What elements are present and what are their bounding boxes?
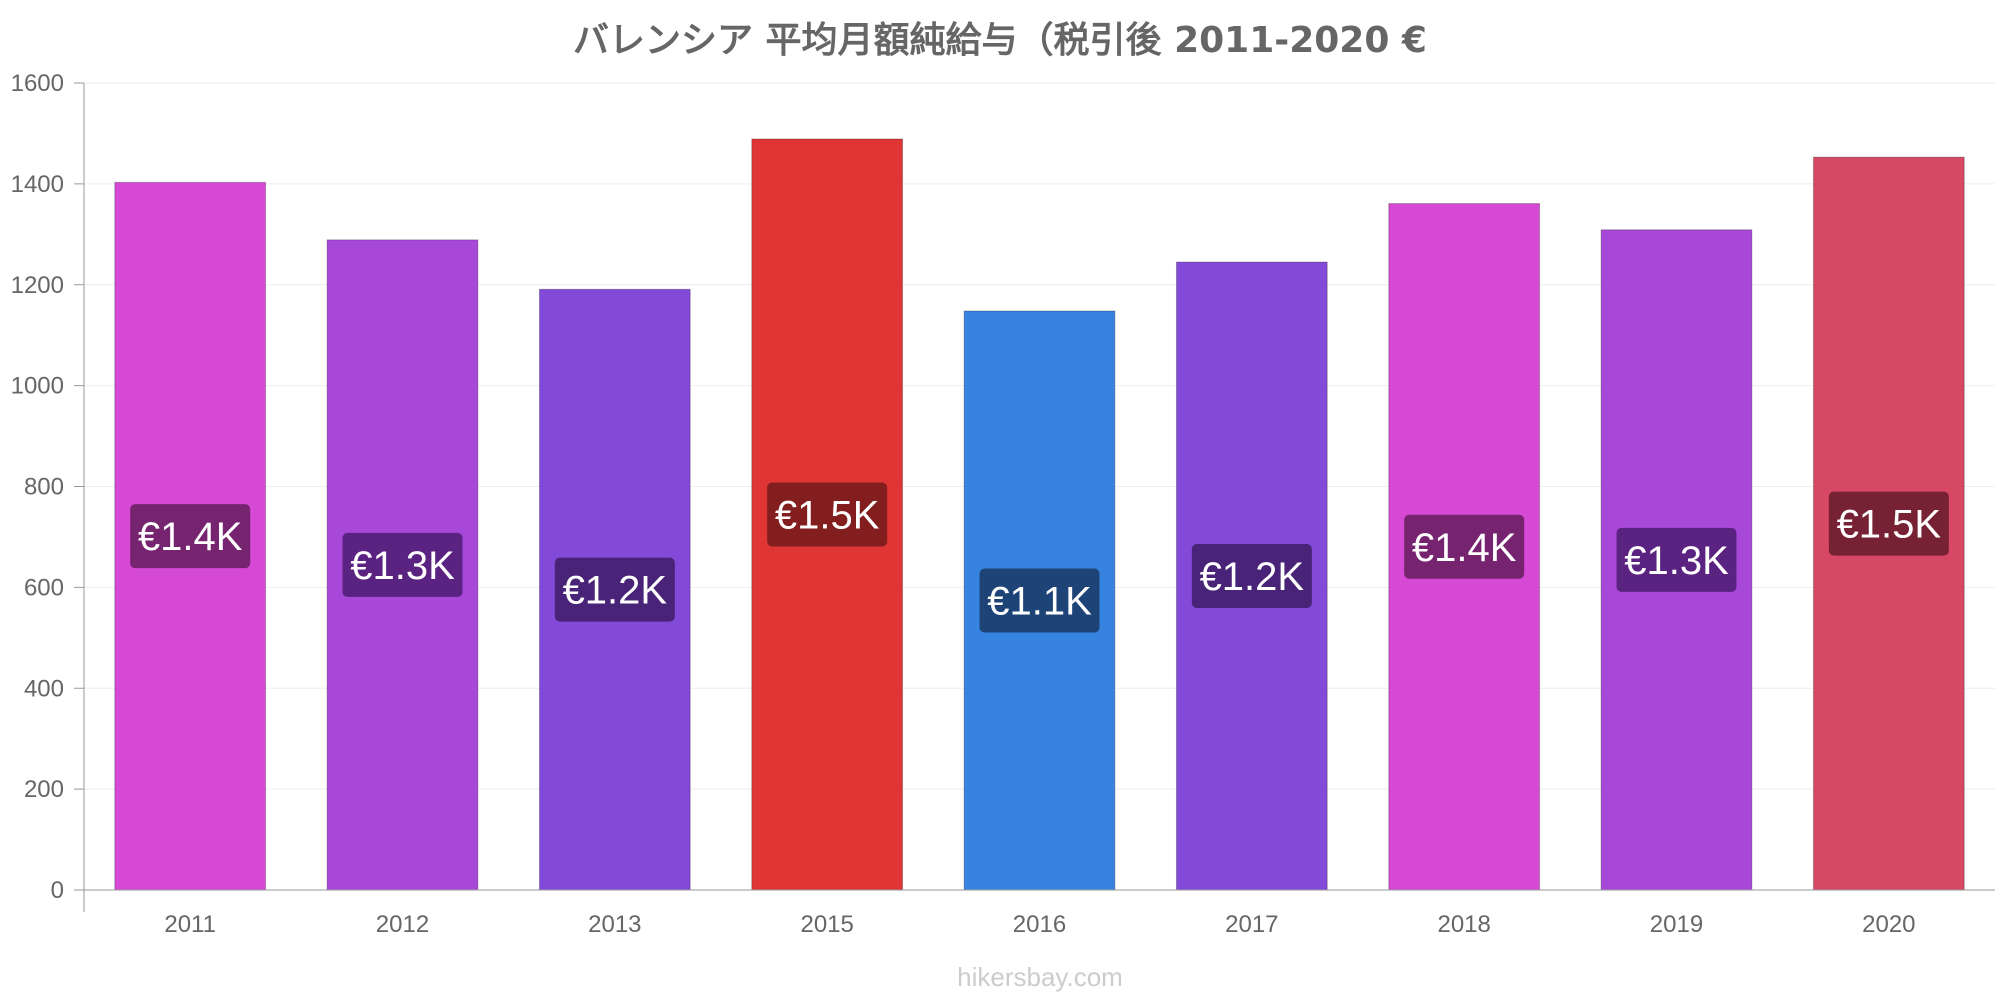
data-label: €1.2K — [563, 569, 668, 613]
data-label-box — [1828, 491, 1949, 556]
x-tick-label: 2013 — [588, 911, 641, 938]
chart-title: バレンシア 平均月額純給与（税引後 2011-2020 € — [573, 20, 1427, 61]
data-label-box — [767, 482, 888, 547]
x-tick-label: 2015 — [800, 911, 853, 938]
y-tick-label: 0 — [51, 877, 64, 904]
data-label: €1.3K — [350, 544, 455, 588]
data-label-box — [554, 557, 675, 622]
data-label: €1.1K — [987, 579, 1092, 623]
x-tick-label: 2018 — [1437, 911, 1490, 938]
x-tick-label: 2017 — [1225, 911, 1278, 938]
y-tick-label: 800 — [24, 474, 64, 501]
data-label-box — [130, 504, 251, 569]
y-tick-label: 400 — [24, 675, 64, 702]
y-tick-label: 600 — [24, 574, 64, 601]
y-tick-label: 1400 — [11, 171, 64, 198]
data-label-box — [979, 568, 1100, 633]
x-tick-label: 2019 — [1650, 911, 1703, 938]
watermark: hikersbay.com — [957, 962, 1123, 992]
x-tick-label: 2011 — [164, 911, 216, 938]
y-axis-ticks: 0 200 400 600 800 1000 1200 1400 1600 — [11, 70, 84, 904]
bars: €1.4K €1.3K €1.2K €1.5K €1.1K €1.2K €1.4K €1.3K… — [114, 138, 1965, 891]
x-tick-label: 2020 — [1862, 911, 1915, 938]
data-label: €1.4K — [1412, 526, 1517, 570]
data-label-box — [1616, 527, 1737, 592]
data-label-box — [1404, 514, 1525, 579]
data-label: €1.5K — [775, 493, 880, 537]
data-label-box — [1191, 544, 1312, 609]
x-tick-label: 2012 — [376, 911, 429, 938]
y-tick-label: 200 — [24, 776, 64, 803]
y-tick-label: 1000 — [11, 373, 64, 400]
data-label: €1.2K — [1200, 555, 1305, 599]
x-axis-ticks: 2011 2012 2013 2015 2016 2017 2018 2019 2020 — [164, 911, 1915, 938]
data-label-box — [342, 532, 463, 597]
data-label: €1.4K — [138, 515, 243, 559]
y-tick-label: 1200 — [11, 272, 64, 299]
y-tick-label: 1600 — [11, 70, 64, 97]
data-label: €1.3K — [1624, 539, 1729, 583]
x-tick-label: 2016 — [1013, 911, 1066, 938]
data-label: €1.5K — [1837, 503, 1942, 547]
